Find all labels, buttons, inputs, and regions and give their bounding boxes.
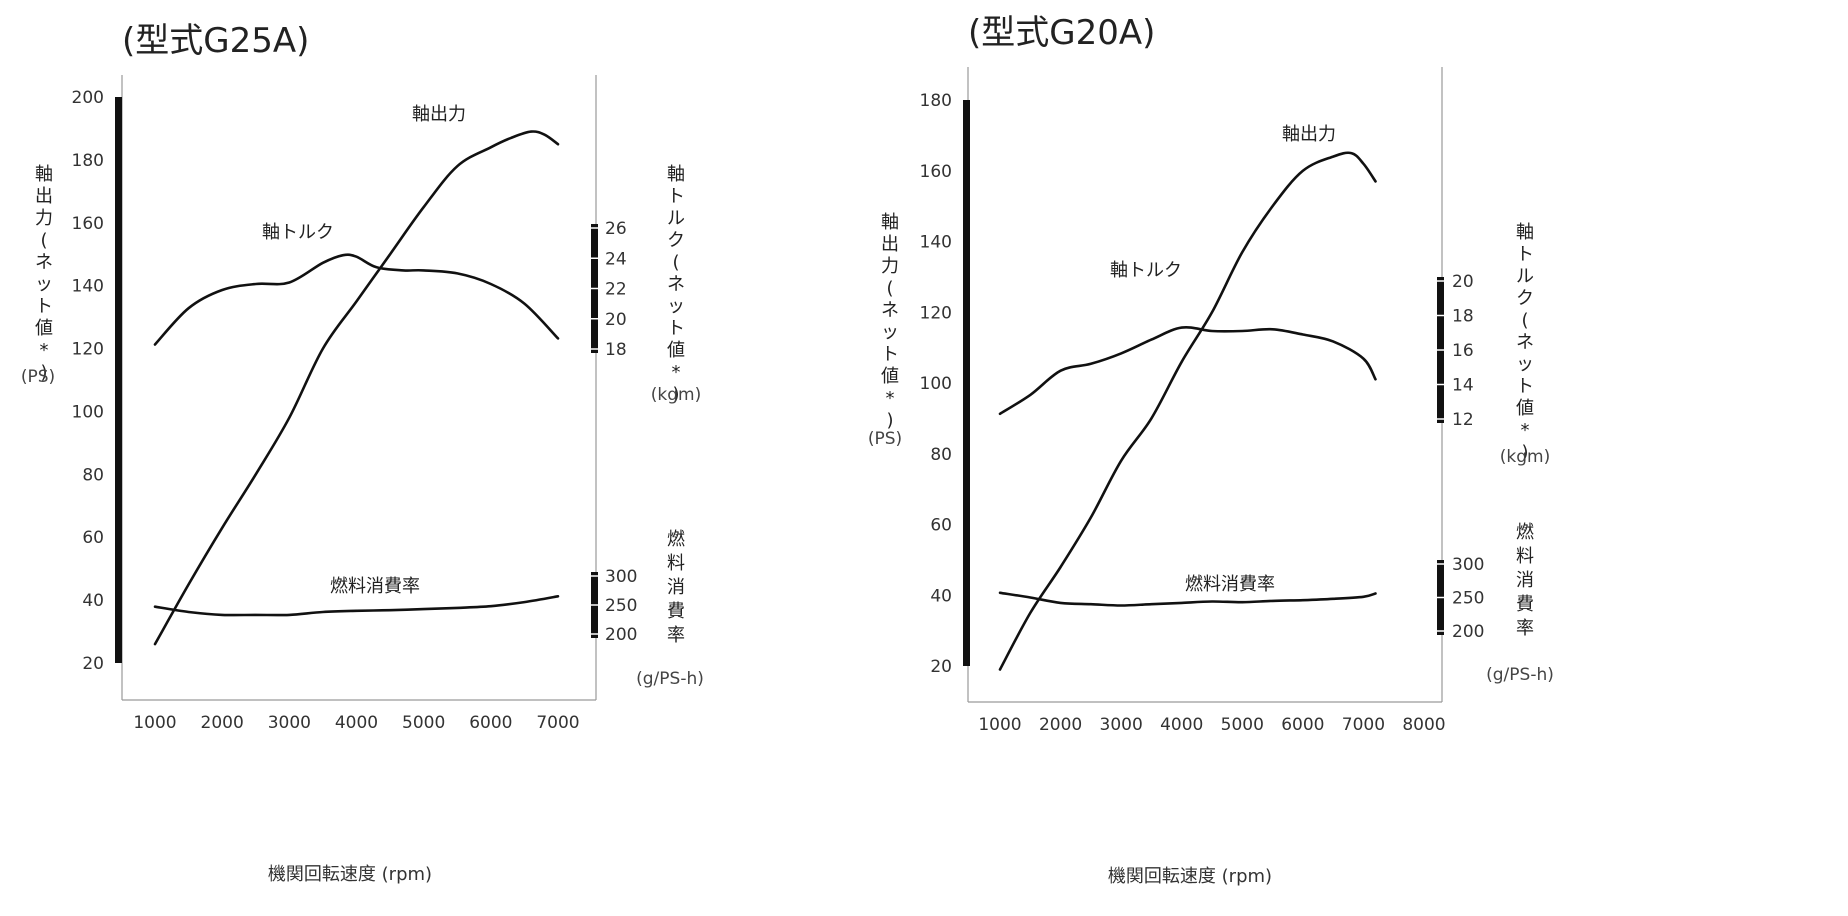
chart-title: (型式G20A) [968, 13, 1155, 53]
torque-tick-label: 18 [1452, 307, 1474, 327]
x-tick-label: 4000 [1160, 715, 1203, 735]
torque-tick-label: 18 [605, 340, 627, 360]
power-tick-label: 80 [82, 465, 104, 485]
power-axis-label: 軸出力(ネット値*) [881, 212, 899, 431]
torque-tick-label: 16 [1452, 341, 1474, 361]
x-tick-label: 1000 [133, 713, 176, 733]
series-label-torque: 軸トルク [1110, 260, 1182, 281]
power-tick-label: 180 [920, 91, 952, 111]
torque-tick-label: 20 [605, 310, 627, 330]
power-tick-label: 20 [82, 654, 104, 674]
x-tick-label: 6000 [469, 713, 512, 733]
power-tick-label: 60 [930, 516, 952, 536]
fuel-tick-label: 200 [1452, 622, 1484, 642]
torque-tick-label: 24 [605, 249, 627, 269]
torque-axis-label: 軸トルク(ネット値*) [667, 164, 685, 405]
x-axis-label: 機関回転速度 (rpm) [268, 864, 432, 885]
power-tick-label: 120 [920, 303, 952, 323]
series-line-fuel [998, 591, 1377, 607]
x-tick-label: 5000 [402, 713, 445, 733]
x-tick-label: 7000 [1342, 715, 1385, 735]
power-tick-label: 60 [82, 528, 104, 548]
torque-tick-label: 22 [605, 280, 627, 300]
x-tick-label: 3000 [1100, 715, 1143, 735]
power-tick-label: 40 [930, 586, 952, 606]
power-tick-label: 100 [72, 402, 104, 422]
torque-tick-label: 20 [1452, 272, 1474, 292]
fuel-axis-label: 燃料消費率 [1516, 522, 1534, 639]
power-tick-label: 180 [72, 151, 104, 171]
fuel-tick-label: 200 [605, 625, 637, 645]
x-tick-label: 5000 [1221, 715, 1264, 735]
fuel-tick-label: 300 [605, 567, 637, 587]
power-tick-label: 20 [930, 657, 952, 677]
torque-tick-label: 14 [1452, 376, 1474, 396]
series-line-torque [153, 253, 560, 346]
fuel-tick-label: 300 [1452, 555, 1484, 575]
series-label-power: 軸出力 [1282, 124, 1336, 145]
series-line-torque [998, 325, 1377, 416]
series-label-torque: 軸トルク [262, 222, 334, 243]
fuel-tick-label: 250 [605, 596, 637, 616]
power-tick-label: 140 [72, 277, 104, 297]
series-label-power: 軸出力 [412, 104, 466, 125]
power-axis-bar [115, 97, 122, 663]
power-tick-label: 160 [920, 162, 952, 182]
fuel-tick-label: 250 [1452, 589, 1484, 609]
series-label-fuel: 燃料消費率 [330, 576, 420, 597]
power-tick-label: 80 [930, 445, 952, 465]
x-tick-label: 2000 [201, 713, 244, 733]
power-tick-label: 200 [72, 88, 104, 108]
x-tick-label: 4000 [335, 713, 378, 733]
torque-tick-label: 12 [1452, 410, 1474, 430]
fuel-axis-unit: (g/PS-h) [1486, 665, 1554, 685]
power-tick-label: 40 [82, 591, 104, 611]
x-tick-label: 2000 [1039, 715, 1082, 735]
fuel-axis-label: 燃料消費率 [667, 529, 685, 646]
power-tick-label: 100 [920, 374, 952, 394]
series-line-fuel [153, 595, 560, 617]
x-tick-label: 8000 [1402, 715, 1445, 735]
series-line-power [998, 151, 1377, 671]
torque-tick-label: 26 [605, 219, 627, 239]
x-tick-label: 3000 [268, 713, 311, 733]
chart-title: (型式G25A) [122, 21, 309, 61]
series-line-power [153, 130, 560, 646]
torque-axis-unit: (kgm) [1500, 447, 1550, 467]
power-tick-label: 160 [72, 214, 104, 234]
x-tick-label: 1000 [978, 715, 1021, 735]
series-label-fuel: 燃料消費率 [1185, 574, 1275, 595]
power-tick-label: 120 [72, 340, 104, 360]
power-axis-bar [963, 100, 970, 666]
power-tick-label: 140 [920, 233, 952, 253]
power-axis-unit: (PS) [868, 429, 902, 449]
power-axis-label: 軸出力(ネット値*) [35, 164, 53, 383]
power-axis-unit: (PS) [21, 367, 55, 387]
torque-axis-label: 軸トルク(ネット値*) [1516, 222, 1534, 463]
torque-axis-unit: (kgm) [651, 385, 701, 405]
x-axis-label: 機関回転速度 (rpm) [1108, 866, 1272, 887]
x-tick-label: 6000 [1281, 715, 1324, 735]
x-tick-label: 7000 [536, 713, 579, 733]
fuel-axis-unit: (g/PS-h) [636, 669, 704, 689]
